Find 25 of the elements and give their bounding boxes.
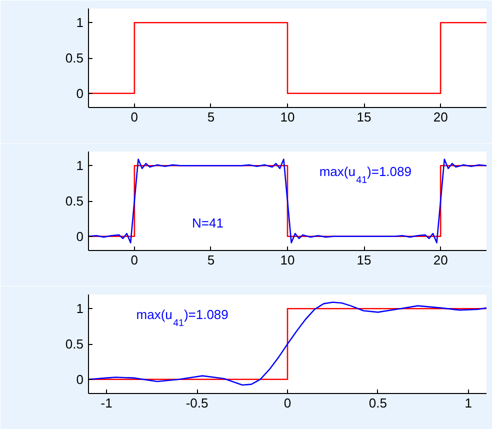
x-tick-label: -0.5 [186, 396, 208, 410]
x-tick-label: 0.5 [368, 396, 387, 410]
x-tick-label: 5 [207, 252, 215, 268]
y-tick-label: 0 [76, 372, 84, 387]
y-tick-label: 0 [76, 228, 84, 244]
x-tick-label: 20 [433, 110, 448, 124]
x-tick-label: 15 [356, 252, 372, 268]
x-tick-label: 5 [207, 110, 215, 124]
x-tick-label: 0 [284, 396, 292, 410]
x-tick-label: 1 [464, 396, 472, 410]
y-tick-label: 0.5 [65, 336, 84, 352]
x-tick-label: 0 [130, 252, 138, 268]
y-tick-label: 1 [76, 301, 84, 316]
x-tick-label: 10 [280, 252, 295, 268]
x-tick-label: 15 [356, 110, 372, 124]
y-tick-label: 0 [76, 86, 84, 101]
x-tick-label: 10 [280, 110, 295, 124]
y-tick-label: 1 [76, 158, 84, 174]
x-tick-label: 20 [433, 252, 448, 268]
y-tick-label: 0.5 [65, 194, 84, 208]
y-tick-label: 1 [76, 15, 84, 30]
x-tick-label: -1 [100, 396, 112, 410]
y-tick-label: 0.5 [65, 50, 84, 66]
annotation: N=41 [192, 216, 224, 231]
x-tick-label: 0 [130, 110, 138, 124]
